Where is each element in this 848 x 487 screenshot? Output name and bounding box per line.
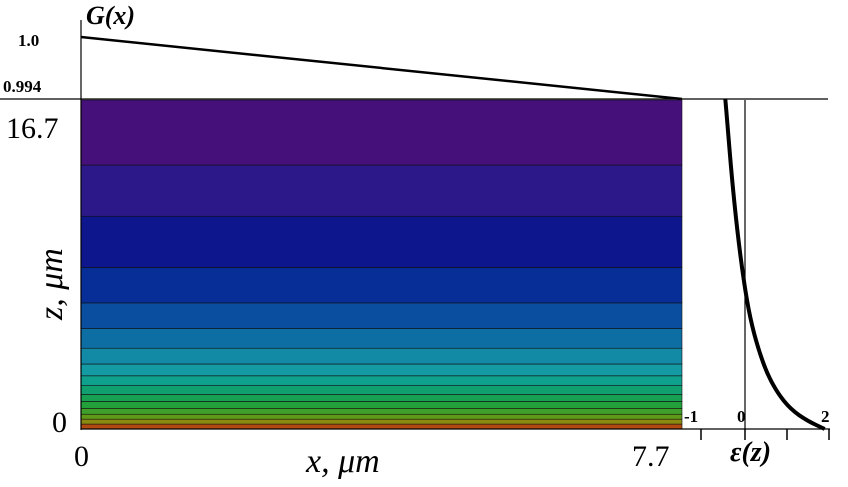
heatmap-band-3 [80,408,683,415]
g-series-line [80,35,683,101]
epsilon-tick-2: 2 [821,407,830,426]
heatmap-band-15 [80,99,683,166]
x-tick-max: 7.7 [632,440,670,473]
epsilon-series-line [723,98,826,431]
heatmap-band-10 [80,328,683,349]
z-axis-label: z, μm [33,248,70,321]
g-axis-label: G(x) [86,1,135,30]
epsilon-panel: -1 0 2 ε(z) [684,98,830,468]
heatmap-band-9 [80,347,683,365]
heatmap-band-11 [80,302,683,329]
heatmap-band-7 [80,375,683,386]
heatmap-band-0 [80,423,683,430]
heatmap-band-2 [80,413,683,420]
x-tick-zero: 0 [74,440,89,473]
g-tick-top: 1.0 [18,31,39,50]
heatmap-band-4 [80,401,683,409]
heatmap-band-1 [80,418,683,425]
x-axis-label: x, μm [305,443,380,480]
z-tick-max: 16.7 [6,112,59,145]
heatmap-band-5 [80,394,683,402]
heatmap-band-12 [80,267,683,304]
epsilon-tick-neg1: -1 [684,407,698,426]
z-tick-zero: 0 [52,406,67,439]
g-tick-bottom: 0.994 [3,77,42,96]
heatmap-bands [80,99,683,430]
heatmap-band-6 [80,385,683,395]
heatmap-band-8 [80,363,683,377]
epsilon-axis-label: ε(z) [730,437,771,468]
epsilon-tick-0: 0 [737,407,746,426]
g-profile-panel: G(x) 1.0 0.994 [3,1,683,101]
heatmap-band-13 [80,215,683,268]
heatmap-band-14 [80,164,683,217]
